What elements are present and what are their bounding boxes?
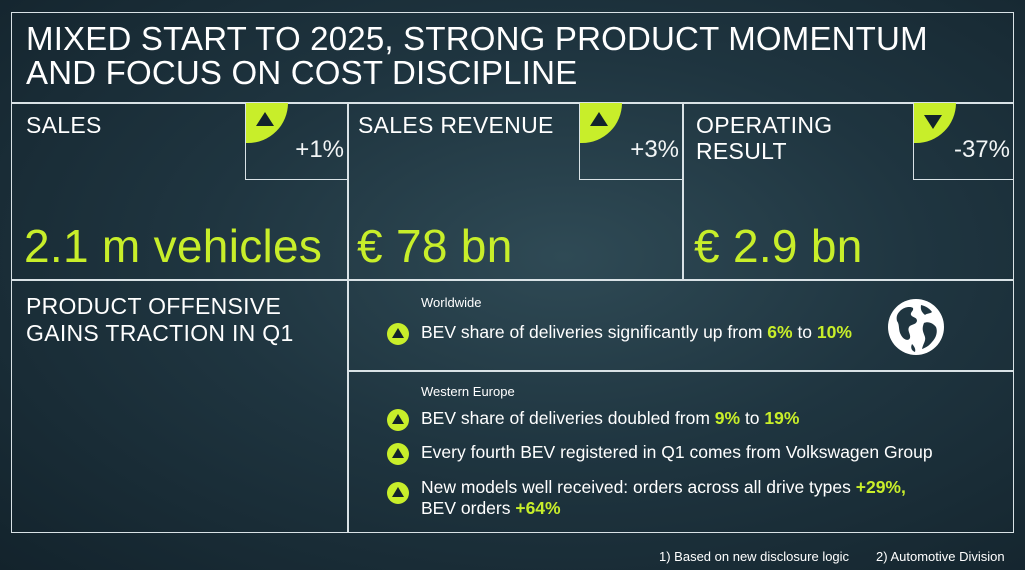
kpi-revenue-change-value: +3% bbox=[630, 136, 679, 163]
kpi-sales-change-value: +1% bbox=[295, 136, 344, 163]
list-item: Every fourth BEV registered in Q1 comes … bbox=[387, 442, 1025, 468]
kpi-operating-change: -37% bbox=[913, 103, 1014, 180]
kpi-revenue-value: € 78 bn bbox=[357, 220, 513, 272]
divider-kpi-1 bbox=[347, 102, 349, 533]
divider-title bbox=[11, 102, 1014, 104]
down-arrow-icon bbox=[914, 103, 956, 143]
footnote-2: 2) Automotive Division bbox=[876, 549, 1005, 564]
title-line-1: MIXED START TO 2025, STRONG PRODUCT MOME… bbox=[26, 20, 928, 57]
up-arrow-icon bbox=[387, 443, 409, 465]
up-arrow-icon bbox=[387, 482, 409, 504]
divider-kpis bbox=[11, 279, 1014, 281]
kpi-operating-label: OPERATING RESULT bbox=[696, 112, 833, 164]
footnote-1: 1) Based on new disclosure logic bbox=[659, 549, 850, 564]
kpi-operating-value: € 2.9 bn bbox=[694, 220, 863, 272]
up-arrow-icon bbox=[580, 103, 622, 143]
up-arrow-icon bbox=[387, 323, 409, 345]
kpi-operating-change-value: -37% bbox=[953, 136, 1010, 163]
product-section-title: PRODUCT OFFENSIVE GAINS TRACTION IN Q1 bbox=[26, 293, 294, 346]
western-europe-bullets: BEV share of deliveries doubled from 9% … bbox=[387, 408, 1007, 528]
list-item: BEV share of deliveries significantly up… bbox=[387, 322, 1025, 348]
divider-regions bbox=[347, 370, 1014, 372]
list-item: New models well received: orders across … bbox=[387, 477, 1025, 525]
worldwide-bullets: BEV share of deliveries significantly up… bbox=[387, 322, 887, 352]
kpi-revenue-change: +3% bbox=[579, 103, 683, 180]
region-western-europe-label: Western Europe bbox=[421, 384, 515, 399]
globe-icon bbox=[888, 299, 944, 355]
slide-title: MIXED START TO 2025, STRONG PRODUCT MOME… bbox=[26, 22, 1006, 90]
divider-kpi-2 bbox=[682, 102, 684, 280]
kpi-sales-value: 2.1 m vehicles bbox=[24, 220, 323, 272]
up-arrow-icon bbox=[246, 103, 288, 143]
kpi-sales-label: SALES bbox=[26, 112, 102, 138]
up-arrow-icon bbox=[387, 409, 409, 431]
kpi-sales-change: +1% bbox=[245, 103, 348, 180]
title-line-2: AND FOCUS ON COST DISCIPLINE bbox=[26, 54, 578, 91]
list-item: BEV share of deliveries doubled from 9% … bbox=[387, 408, 1025, 434]
kpi-revenue-label: SALES REVENUE bbox=[358, 112, 554, 138]
region-worldwide-label: Worldwide bbox=[421, 295, 482, 310]
slide-frame bbox=[11, 12, 1014, 533]
